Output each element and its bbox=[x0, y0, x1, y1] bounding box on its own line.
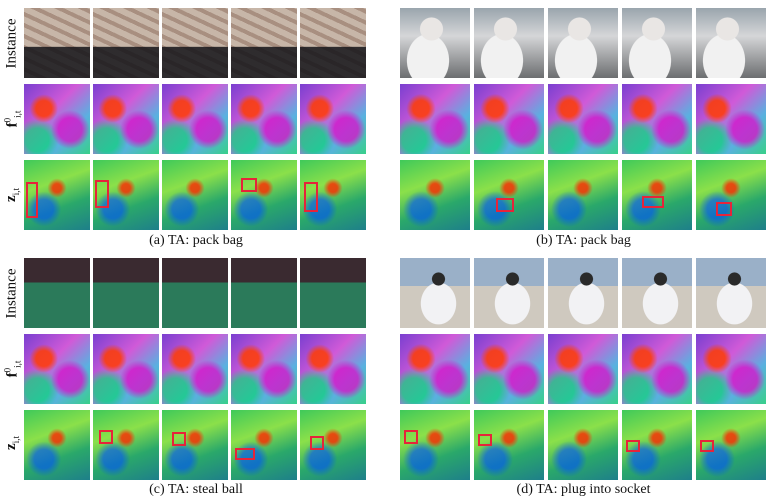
panel-d-z-1 bbox=[400, 410, 470, 480]
highlight-box bbox=[496, 198, 514, 212]
panel-d-instance-1 bbox=[400, 258, 470, 328]
panel-d-instance-4 bbox=[622, 258, 692, 328]
highlight-box bbox=[95, 180, 109, 208]
panel-a-z-5 bbox=[300, 160, 366, 230]
panel-d-instance-5 bbox=[696, 258, 766, 328]
row-label-f-c: f0i,t bbox=[1, 360, 22, 378]
panel-a-instance-5 bbox=[300, 8, 366, 78]
panel-a-caption: (a) TA: pack bag bbox=[149, 233, 243, 248]
panel-b-z-4 bbox=[622, 160, 692, 230]
panel-a-f-5 bbox=[300, 84, 366, 154]
panel-d-z-4 bbox=[622, 410, 692, 480]
row-label-f-a: f0i,t bbox=[1, 110, 22, 128]
panel-c-z-1 bbox=[24, 410, 90, 480]
panel-c-z-3 bbox=[162, 410, 228, 480]
panel-c-instance-5 bbox=[300, 258, 366, 328]
panel-c-instance-3 bbox=[162, 258, 228, 328]
panel-d-f-2 bbox=[474, 334, 544, 404]
panel-b-f-4 bbox=[622, 84, 692, 154]
panel-d-instance-2 bbox=[474, 258, 544, 328]
panel-c-grid bbox=[24, 258, 368, 480]
panel-d-f-3 bbox=[548, 334, 618, 404]
panel-b-f-2 bbox=[474, 84, 544, 154]
panel-b-f-5 bbox=[696, 84, 766, 154]
panel-d-f-5 bbox=[696, 334, 766, 404]
row-label-z-a: zi,t bbox=[3, 188, 21, 202]
panel-b-f-1 bbox=[400, 84, 470, 154]
panel-a-f-2 bbox=[93, 84, 159, 154]
panel-b-instance-3 bbox=[548, 8, 618, 78]
panel-c-f-2 bbox=[93, 334, 159, 404]
panel-a-z-1 bbox=[24, 160, 90, 230]
panel-a-instance-3 bbox=[162, 8, 228, 78]
panel-b-instance-5 bbox=[696, 8, 766, 78]
panel-d-f-1 bbox=[400, 334, 470, 404]
highlight-box bbox=[404, 430, 418, 444]
highlight-box bbox=[304, 182, 318, 212]
highlight-box bbox=[478, 434, 492, 446]
panel-a-f-4 bbox=[231, 84, 297, 154]
panel-d-instance-3 bbox=[548, 258, 618, 328]
panel-a-f-1 bbox=[24, 84, 90, 154]
panel-a-instance-2 bbox=[93, 8, 159, 78]
panel-a-z-3 bbox=[162, 160, 228, 230]
panel-b-instance-4 bbox=[622, 8, 692, 78]
panel-b-z-1 bbox=[400, 160, 470, 230]
panel-c-instance-1 bbox=[24, 258, 90, 328]
highlight-box bbox=[626, 440, 640, 452]
panel-c-f-1 bbox=[24, 334, 90, 404]
panel-d-z-2 bbox=[474, 410, 544, 480]
panel-a-z-2 bbox=[93, 160, 159, 230]
panel-c-z-2 bbox=[93, 410, 159, 480]
panel-d-f-4 bbox=[622, 334, 692, 404]
row-label-z-c: zi,t bbox=[3, 436, 21, 450]
highlight-box bbox=[172, 432, 186, 446]
highlight-box bbox=[716, 202, 732, 216]
panel-a-grid bbox=[24, 8, 368, 230]
panel-d-grid bbox=[400, 258, 767, 480]
panel-b-instance-2 bbox=[474, 8, 544, 78]
panel-c-z-5 bbox=[300, 410, 366, 480]
panel-a-instance-1 bbox=[24, 8, 90, 78]
panel-c-instance-4 bbox=[231, 258, 297, 328]
panel-b-grid bbox=[400, 8, 767, 230]
panel-b-z-5 bbox=[696, 160, 766, 230]
highlight-box bbox=[642, 196, 664, 208]
highlight-box bbox=[99, 430, 113, 444]
panel-c-z-4 bbox=[231, 410, 297, 480]
highlight-box bbox=[310, 436, 324, 450]
panel-b-f-3 bbox=[548, 84, 618, 154]
panel-b-z-3 bbox=[548, 160, 618, 230]
highlight-box bbox=[26, 182, 38, 218]
panel-d-z-3 bbox=[548, 410, 618, 480]
panel-a-instance-4 bbox=[231, 8, 297, 78]
highlight-box bbox=[700, 440, 714, 452]
row-label-instance-c: Instance bbox=[3, 268, 20, 318]
panel-c-f-3 bbox=[162, 334, 228, 404]
row-label-instance-a: Instance bbox=[3, 18, 20, 68]
panel-b-z-2 bbox=[474, 160, 544, 230]
panel-c-f-4 bbox=[231, 334, 297, 404]
panel-b-instance-1 bbox=[400, 8, 470, 78]
panel-c-instance-2 bbox=[93, 258, 159, 328]
panel-c-f-5 bbox=[300, 334, 366, 404]
panel-d-z-5 bbox=[696, 410, 766, 480]
panel-d-caption: (d) TA: plug into socket bbox=[516, 482, 651, 497]
panel-b-caption: (b) TA: pack bag bbox=[536, 233, 631, 248]
highlight-box bbox=[235, 448, 255, 460]
panel-c-caption: (c) TA: steal ball bbox=[149, 482, 243, 497]
panel-a-f-3 bbox=[162, 84, 228, 154]
panel-a-z-4 bbox=[231, 160, 297, 230]
highlight-box bbox=[241, 178, 257, 192]
